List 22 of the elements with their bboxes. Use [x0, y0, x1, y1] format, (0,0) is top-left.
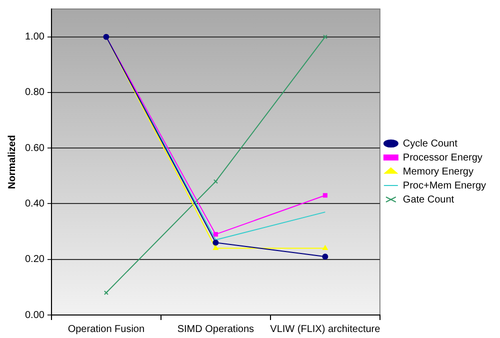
legend-label: Proc+Mem Energy	[402, 180, 486, 192]
x-tick-label: SIMD Operations	[177, 324, 254, 335]
y-tick-label: 0.40	[24, 198, 45, 210]
point	[213, 232, 218, 237]
legend-label: Processor Energy	[402, 152, 482, 164]
y-tick-label: 0.80	[24, 87, 45, 98]
legend-label: Gate Count	[402, 194, 454, 206]
point	[322, 193, 328, 198]
y-axis-title: Normalized	[6, 135, 18, 189]
point	[213, 179, 218, 184]
y-tick-label: 1.00	[24, 32, 45, 43]
point	[322, 254, 328, 260]
x-tick-label: VLIW (FLIX) architecture	[270, 324, 381, 335]
x-tick-label: Operation Fusion	[68, 324, 145, 335]
point	[322, 245, 328, 250]
legend-label: Memory Energy	[402, 166, 474, 178]
y-tick-label: 0.20	[24, 254, 45, 266]
y-tick-label: 0.60	[24, 142, 45, 154]
point	[212, 240, 219, 246]
y-tick-label: 0.00	[24, 310, 45, 321]
legend-label: Cycle Count	[402, 138, 458, 150]
point	[213, 245, 218, 250]
